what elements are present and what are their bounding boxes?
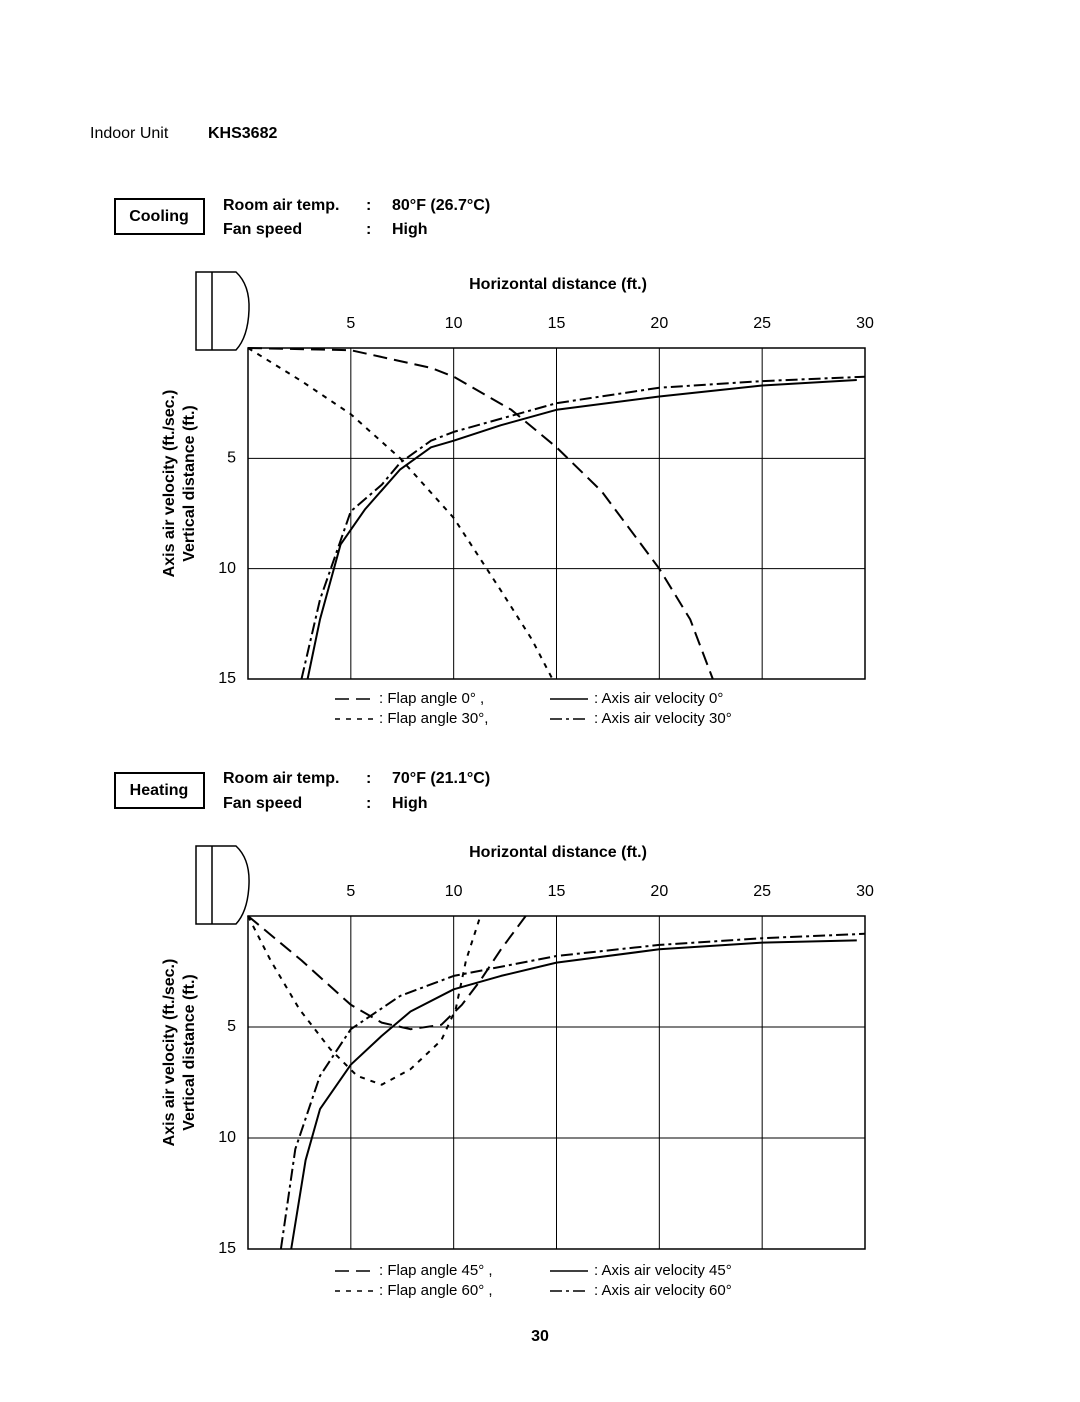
x-tick-label: 20 <box>650 315 668 332</box>
y-axis-title: Axis air velocity (ft./sec.) <box>161 959 178 1147</box>
cond-value: 80°F (26.7°C) <box>392 197 490 214</box>
series-line <box>247 347 714 680</box>
cond-label: Room air temp. <box>223 197 339 214</box>
unit-icon <box>195 845 250 925</box>
legend-label: : Flap angle 60° , <box>379 1282 493 1299</box>
y-tick-label: 15 <box>218 670 236 687</box>
x-tick-label: 20 <box>650 883 668 900</box>
series-line <box>290 939 857 1250</box>
y-tick-label: 15 <box>218 1240 236 1257</box>
cond-value: High <box>392 795 428 812</box>
mode: Cooling <box>129 208 189 225</box>
cond-label: Fan speed <box>223 221 302 238</box>
header-label: Indoor Unit <box>90 125 169 142</box>
x-tick-label: 5 <box>346 883 355 900</box>
legend-label: : Axis air velocity 30° <box>594 710 732 727</box>
x-axis-title: Horizontal distance (ft.) <box>469 276 647 293</box>
legend-label: : Flap angle 0° , <box>379 690 484 707</box>
cond-sep: : <box>366 221 371 238</box>
chart: Horizontal distance (ft.) 5 10 15 20 25 30 5 10 1… <box>161 844 874 1299</box>
y-axis-title: Axis air velocity (ft./sec.) <box>161 390 178 578</box>
chart: Horizontal distance (ft.) 5 10 15 20 25 30 5 10 1… <box>161 276 874 727</box>
legend-label: : Axis air velocity 0° <box>594 690 723 707</box>
y-tick-label: 5 <box>227 450 236 467</box>
mode: Heating <box>130 782 189 799</box>
x-tick-label: 30 <box>856 883 874 900</box>
x-tick-label: 10 <box>445 883 463 900</box>
mode-box <box>114 772 205 809</box>
cond-label: Fan speed <box>223 795 302 812</box>
cond-sep: : <box>366 197 371 214</box>
legend-label: : Axis air velocity 60° <box>594 1282 732 1299</box>
cond-label: Room air temp. <box>223 770 339 787</box>
model: KHS3682 <box>208 125 277 142</box>
x-axis-title: Horizontal distance (ft.) <box>469 844 647 861</box>
series-line <box>300 375 866 680</box>
mode-box <box>114 198 205 235</box>
y-tick-label: 5 <box>227 1018 236 1035</box>
cond-sep: : <box>366 795 371 812</box>
series-line <box>306 379 857 680</box>
legend-label: : Axis air velocity 45° <box>594 1262 732 1279</box>
x-tick-label: 25 <box>753 883 771 900</box>
x-tick-label: 25 <box>753 315 771 332</box>
series-line <box>247 915 482 1086</box>
legend-label: : Flap angle 30°, <box>379 710 488 727</box>
y-axis-title: Vertical distance (ft.) <box>181 405 198 562</box>
unit-icon <box>195 271 250 351</box>
series-line <box>247 347 554 680</box>
y-tick-label: 10 <box>218 560 236 577</box>
x-tick-label: 15 <box>548 883 566 900</box>
x-tick-label: 30 <box>856 315 874 332</box>
cond-value: 70°F (21.1°C) <box>392 770 490 787</box>
x-tick-label: 15 <box>548 315 566 332</box>
cond-sep: : <box>366 770 371 787</box>
cond-value: High <box>392 221 428 238</box>
series-line <box>279 932 866 1250</box>
page-number: 30 <box>531 1328 549 1345</box>
y-tick-label: 10 <box>218 1129 236 1146</box>
legend-label: : Flap angle 45° , <box>379 1262 493 1279</box>
x-tick-label: 5 <box>346 315 355 332</box>
x-tick-label: 10 <box>445 315 463 332</box>
y-axis-title: Vertical distance (ft.) <box>181 974 198 1131</box>
series-line <box>247 915 527 1031</box>
